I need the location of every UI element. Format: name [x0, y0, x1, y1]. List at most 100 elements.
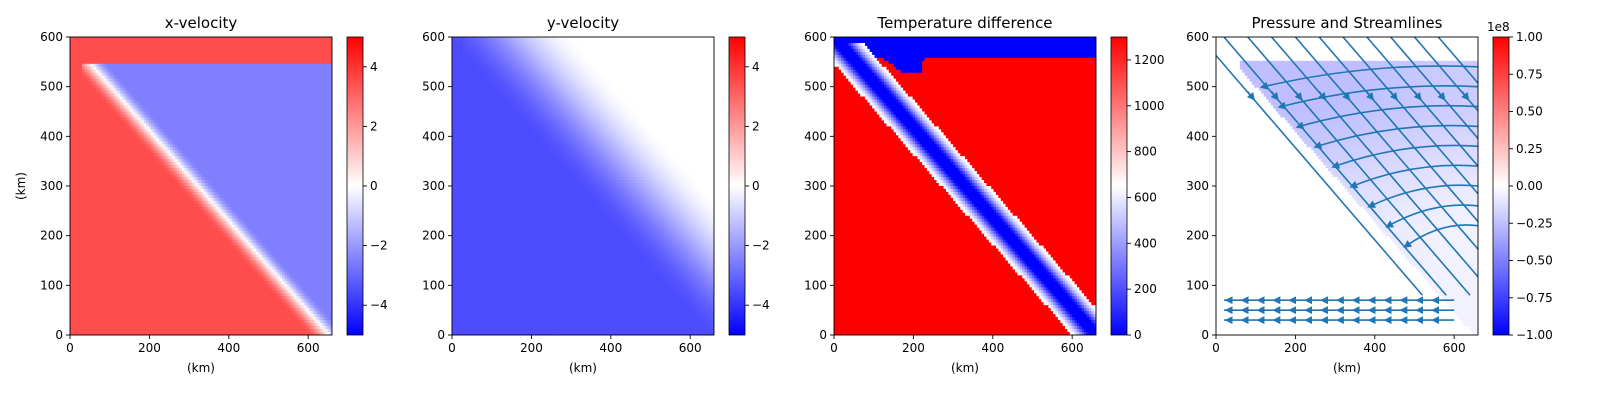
- heatmap-cell: [112, 54, 116, 59]
- heatmap-cell: [96, 66, 100, 71]
- heatmap-cell: [279, 78, 283, 83]
- heatmap-cell: [98, 75, 102, 80]
- heatmap-cell: [181, 39, 185, 44]
- heatmap-cell: [189, 42, 193, 47]
- heatmap-cell: [198, 48, 202, 53]
- heatmap-cell: [234, 45, 238, 50]
- heatmap-cell: [267, 78, 271, 83]
- heatmap-cell: [100, 72, 104, 77]
- heatmap-cell: [296, 37, 300, 41]
- heatmap-cell: [86, 66, 90, 71]
- heatmap-cell: [150, 54, 154, 59]
- heatmap-cell: [243, 75, 247, 80]
- heatmap-cell: [229, 63, 233, 68]
- heatmap-cell: [241, 78, 245, 83]
- heatmap-cell: [270, 63, 274, 68]
- heatmap-cell: [229, 48, 233, 53]
- heatmap-cell: [122, 60, 126, 65]
- heatmap-cell: [203, 51, 207, 56]
- heatmap-cell: [153, 69, 157, 74]
- heatmap-cell: [103, 54, 107, 59]
- heatmap-cell: [139, 60, 143, 65]
- heatmap-cell: [303, 37, 307, 41]
- heatmap-cell: [298, 42, 302, 47]
- heatmap-cell: [150, 51, 154, 56]
- heatmap-cell: [177, 66, 181, 71]
- heatmap-cell: [296, 72, 300, 77]
- heatmap-cell: [220, 72, 224, 77]
- heatmap-cell: [81, 42, 85, 47]
- heatmap-cell: [184, 39, 188, 44]
- heatmap-cell: [162, 37, 166, 41]
- heatmap-cell: [296, 60, 300, 65]
- heatmap-cell: [241, 54, 245, 59]
- heatmap-cell: [203, 75, 207, 80]
- heatmap-cell: [251, 57, 254, 62]
- chart-panel: 0 200 400 6000100200300400500600x-velocity(…: [14, 14, 388, 375]
- heatmap-cell: [86, 75, 90, 80]
- heatmap-cell: [72, 48, 76, 53]
- heatmap-cell: [322, 69, 326, 74]
- heatmap-cell: [203, 45, 207, 50]
- heatmap-cell: [146, 75, 150, 80]
- heatmap-cell: [260, 78, 264, 83]
- heatmap-cell: [286, 57, 290, 62]
- heatmap-cell: [217, 45, 221, 50]
- heatmap-cell: [122, 72, 126, 77]
- heatmap-cell: [134, 60, 138, 65]
- heatmap-cell: [305, 66, 309, 71]
- heatmap-cell: [122, 63, 126, 68]
- heatmap-cell: [222, 63, 226, 68]
- heatmap-cell: [70, 39, 73, 44]
- heatmap-cell: [129, 72, 133, 77]
- heatmap-cell: [155, 42, 159, 47]
- heatmap-cell: [234, 63, 238, 68]
- heatmap-cell: [236, 57, 240, 62]
- heatmap-cell: [293, 39, 297, 44]
- heatmap-cell: [201, 66, 204, 71]
- heatmap-cell: [208, 54, 212, 59]
- heatmap-cell: [277, 72, 281, 77]
- heatmap-cell: [148, 39, 152, 44]
- heatmap-cell: [329, 54, 332, 59]
- heatmap-cell: [220, 51, 224, 56]
- heatmap-cell: [310, 60, 314, 65]
- heatmap-cell: [93, 48, 97, 53]
- heatmap-cell: [274, 72, 278, 77]
- heatmap-cell: [210, 63, 214, 68]
- heatmap-cell: [303, 48, 307, 53]
- heatmap-cell: [79, 37, 83, 41]
- heatmap-cell: [210, 39, 214, 44]
- heatmap-cell: [172, 37, 176, 41]
- heatmap-cell: [210, 60, 214, 65]
- heatmap-cell: [310, 66, 314, 71]
- heatmap-cell: [258, 63, 262, 68]
- heatmap-cell: [212, 78, 216, 83]
- heatmap-cell: [274, 60, 278, 65]
- heatmap-cell: [296, 39, 300, 44]
- heatmap-cell: [108, 45, 112, 50]
- heatmap-cell: [291, 69, 295, 74]
- heatmap-cell: [81, 66, 85, 71]
- heatmap-cell: [305, 51, 309, 56]
- heatmap-cell: [165, 42, 169, 47]
- heatmap-cell: [117, 69, 121, 74]
- heatmap-cell: [167, 69, 171, 74]
- heatmap-cell: [100, 57, 104, 62]
- heatmap-cell: [74, 48, 78, 53]
- heatmap-cell: [286, 72, 290, 77]
- heatmap-cell: [160, 51, 164, 56]
- heatmap-cell: [210, 42, 214, 47]
- heatmap-cell: [89, 54, 93, 59]
- heatmap-cell: [160, 78, 164, 83]
- heatmap-cell: [91, 66, 95, 71]
- heatmap-cell: [258, 57, 262, 62]
- heatmap-cell: [74, 39, 78, 44]
- heatmap-cell: [329, 48, 332, 53]
- heatmap-cell: [174, 75, 178, 80]
- heatmap-cell: [222, 51, 226, 56]
- heatmap-cell: [155, 54, 159, 59]
- heatmap-cell: [212, 66, 216, 71]
- heatmap-cell: [284, 51, 288, 56]
- heatmap-cell: [143, 42, 147, 47]
